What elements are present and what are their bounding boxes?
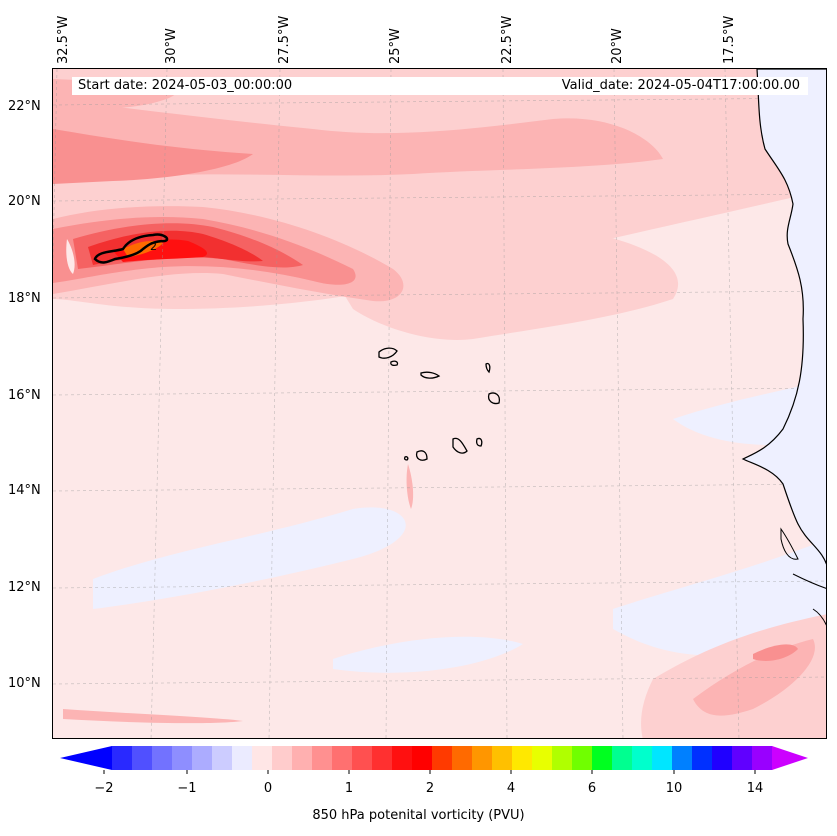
- colorbar-title: 850 hPa potenital vorticity (PVU): [312, 808, 525, 823]
- lat-label-18n: 18°N: [8, 291, 41, 306]
- coast-detail: [812, 608, 826, 626]
- colorbar-cell: [152, 746, 173, 770]
- contour-label: 2: [150, 240, 157, 253]
- colorbar-cell: [612, 746, 633, 770]
- pv-low-spot: [66, 239, 75, 274]
- negative-pv-patch: [613, 539, 826, 656]
- colorbar-cell: [412, 746, 433, 770]
- coast-detail: [780, 527, 799, 560]
- colorbar-cell: [232, 746, 253, 770]
- colorbar: [60, 746, 808, 774]
- lat-label-20n: 20°N: [8, 194, 41, 209]
- colorbar-cell: [512, 746, 533, 770]
- colorbar-cell: [172, 746, 193, 770]
- colorbar-cells: [112, 746, 773, 770]
- colorbar-cell: [672, 746, 693, 770]
- coast-detail: [792, 573, 826, 589]
- colorbar-cell: [552, 746, 573, 770]
- colorbar-cell: [572, 746, 593, 770]
- colorbar-cell: [272, 746, 293, 770]
- pv-zone-pink: [406, 464, 414, 509]
- colorbar-tick-label: 6: [587, 781, 597, 796]
- graticule: [53, 69, 826, 738]
- lat-label-22n: 22°N: [8, 99, 41, 114]
- colorbar-cell: [492, 746, 513, 770]
- lon-label-25w: 25°W: [388, 28, 403, 64]
- colorbar-tick-label: 0: [263, 781, 273, 796]
- colorbar-max-extend-arrow: [772, 746, 808, 770]
- pv-zone-pink: [693, 639, 815, 716]
- colorbar-min-extend-arrow: [60, 746, 112, 770]
- colorbar-cell: [352, 746, 373, 770]
- colorbar-cell: [712, 746, 733, 770]
- lat-label-10n: 10°N: [8, 676, 41, 691]
- colorbar-cell: [252, 746, 273, 770]
- lon-label-22-5w: 22.5°W: [500, 15, 515, 64]
- colorbar-cell: [392, 746, 413, 770]
- lat-label-12n: 12°N: [8, 580, 41, 595]
- start-date-label: Start date: 2024-05-03_00:00:00: [78, 78, 293, 93]
- colorbar-cell: [432, 746, 453, 770]
- lon-label-27-5w: 27.5°W: [277, 15, 292, 64]
- africa-coastline: [741, 69, 826, 565]
- colorbar-cell: [472, 746, 493, 770]
- colorbar-cell: [212, 746, 233, 770]
- colorbar-tick-label: 2: [425, 781, 435, 796]
- colorbar-cell: [632, 746, 653, 770]
- colorbar-cell: [752, 746, 773, 770]
- colorbar-tick-label: 1: [344, 781, 354, 796]
- pv-zone-salmon: [753, 644, 798, 661]
- colorbar-cell: [732, 746, 753, 770]
- colorbar-cell: [692, 746, 713, 770]
- lat-label-14n: 14°N: [8, 483, 41, 498]
- lon-label-20w: 20°W: [610, 28, 625, 64]
- colorbar-cell: [312, 746, 333, 770]
- colorbar-tick-label: 10: [665, 781, 683, 796]
- cape-verde-islands: [378, 347, 501, 461]
- colorbar-tick-label: −2: [94, 781, 114, 796]
- colorbar-tick-label: 4: [506, 781, 516, 796]
- colorbar-cell: [332, 746, 353, 770]
- colorbar-tick-label: 14: [746, 781, 764, 796]
- date-info-bar: Start date: 2024-05-03_00:00:00 Valid_da…: [72, 77, 808, 95]
- negative-pv-patch: [333, 636, 523, 673]
- colorbar-tick-label: −1: [177, 781, 197, 796]
- map-canvas: 2: [53, 69, 826, 738]
- lon-label-32-5w: 32.5°W: [56, 15, 71, 64]
- colorbar-cell: [192, 746, 213, 770]
- colorbar-cell: [532, 746, 553, 770]
- colorbar-ticks: [103, 770, 756, 774]
- lat-label-16n: 16°N: [8, 388, 41, 403]
- colorbar-cell: [292, 746, 313, 770]
- lon-label-30w: 30°W: [164, 28, 179, 64]
- colorbar-cell: [112, 746, 133, 770]
- negative-pv-patch: [93, 507, 406, 609]
- pv-2-contour: [93, 233, 169, 264]
- pv-zone-pink: [63, 709, 243, 724]
- valid-date-label: Valid_date: 2024-05-04T17:00:00.00: [561, 78, 800, 93]
- colorbar-cell: [372, 746, 393, 770]
- pv-zone-salmon: [53, 129, 253, 184]
- colorbar-cell: [652, 746, 673, 770]
- lon-label-17-5w: 17.5°W: [722, 15, 737, 64]
- colorbar-cell: [592, 746, 613, 770]
- colorbar-cell: [132, 746, 153, 770]
- colorbar-cell: [452, 746, 473, 770]
- map-panel[interactable]: 2: [52, 68, 827, 739]
